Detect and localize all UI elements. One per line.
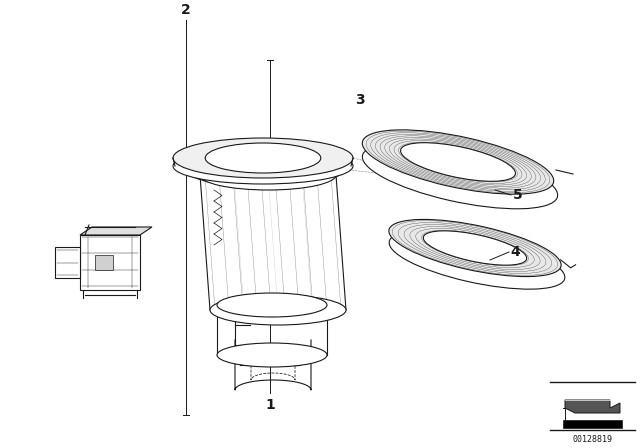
Ellipse shape	[217, 343, 327, 367]
Polygon shape	[200, 175, 346, 310]
Ellipse shape	[389, 231, 565, 289]
Ellipse shape	[217, 293, 327, 317]
Text: 00128819: 00128819	[573, 435, 612, 444]
Ellipse shape	[173, 148, 353, 184]
Text: 5: 5	[513, 188, 523, 202]
Ellipse shape	[362, 130, 554, 194]
Polygon shape	[80, 235, 140, 290]
Ellipse shape	[389, 220, 561, 276]
Ellipse shape	[205, 143, 321, 173]
Ellipse shape	[173, 138, 353, 178]
Polygon shape	[80, 227, 152, 235]
Ellipse shape	[362, 143, 557, 209]
Polygon shape	[563, 420, 622, 428]
Text: 1: 1	[265, 398, 275, 412]
Ellipse shape	[180, 147, 350, 183]
Polygon shape	[565, 400, 620, 413]
Ellipse shape	[401, 143, 515, 181]
Text: 2: 2	[181, 3, 191, 17]
Polygon shape	[80, 235, 140, 290]
Text: 3: 3	[355, 93, 365, 107]
FancyBboxPatch shape	[95, 255, 113, 270]
Ellipse shape	[210, 295, 346, 325]
Polygon shape	[55, 247, 80, 278]
Ellipse shape	[200, 160, 336, 190]
Ellipse shape	[189, 155, 342, 187]
Text: 4: 4	[510, 245, 520, 259]
Ellipse shape	[423, 231, 527, 265]
